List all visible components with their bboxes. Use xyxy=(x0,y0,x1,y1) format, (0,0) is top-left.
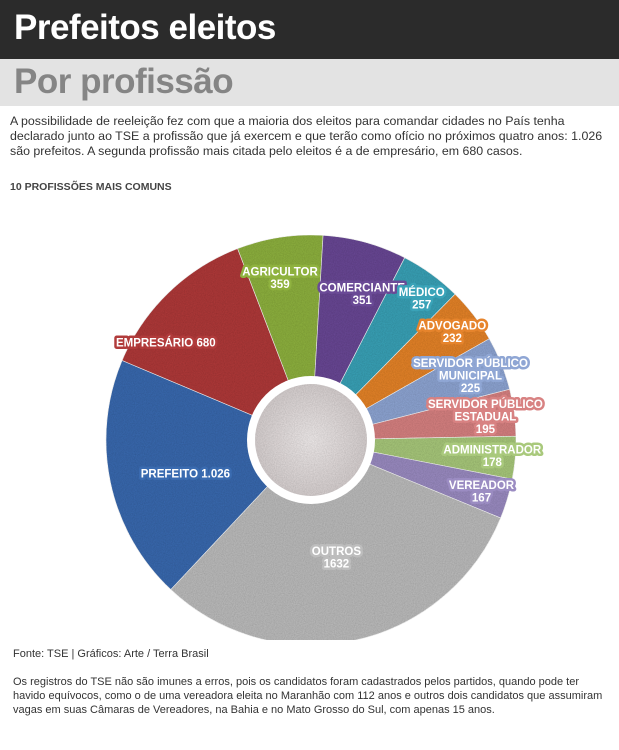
slice-label-servidor-publico-municipal: SERVIDOR PÚBLICO MUNICIPAL 225 xyxy=(413,357,528,395)
slice-label-halo-servidor-publico-estadual: SERVIDOR PÚBLICO ESTADUAL 195 xyxy=(428,398,543,436)
slice-label-halo-medico: MÉDICO 257 xyxy=(399,286,445,312)
intro-text: A possibilidade de reeleição fez com que… xyxy=(10,114,603,158)
slice-label-comerciante: COMERCIANTE 351 xyxy=(319,283,405,308)
footnote: Os registros do TSE não são imunes a err… xyxy=(13,676,603,716)
slice-label-advogado: ADVOGADO 232 xyxy=(418,321,486,346)
slice-label-empresario: EMPRESÁRIO 680 xyxy=(116,336,216,349)
center-hole xyxy=(255,384,367,496)
slice-label-halo-agricultor: AGRICULTOR 359 xyxy=(242,267,318,292)
source-credit: Fonte: TSE | Gráficos: Arte / Terra Bras… xyxy=(13,648,209,660)
slice-label-halo-advogado: ADVOGADO 232 xyxy=(418,321,486,346)
slice-label-servidor-publico-estadual: SERVIDOR PÚBLICO ESTADUAL 195 xyxy=(428,398,543,436)
chart-section-label: 10 PROFISSÕES MAIS COMUNS xyxy=(10,181,172,193)
pie-slice-prefeito xyxy=(105,360,312,590)
slice-label-halo-empresario: EMPRESÁRIO 680 xyxy=(116,336,216,349)
slice-label-prefeito: PREFEITO 1.026 xyxy=(141,469,230,481)
slice-label-agricultor: AGRICULTOR 359 xyxy=(242,267,318,292)
slice-label-halo-administrador: ADMINISTRADOR 178 xyxy=(443,445,541,470)
slice-label-medico: MÉDICO 257 xyxy=(399,286,445,312)
title-bar: Prefeitos eleitos xyxy=(0,0,619,59)
pie-slice-empresario xyxy=(121,248,312,441)
slice-label-vereador: VEREADOR 167 xyxy=(449,480,515,505)
slice-label-halo-comerciante: COMERCIANTE 351 xyxy=(319,283,405,308)
slice-label-outros: OUTROS 1632 xyxy=(312,546,362,571)
slice-label-halo-servidor-publico-municipal: SERVIDOR PÚBLICO MUNICIPAL 225 xyxy=(413,357,528,395)
pie-center xyxy=(247,376,375,504)
subtitle-bar: Por profissão xyxy=(0,59,619,106)
slice-label-halo-vereador: VEREADOR 167 xyxy=(449,480,515,505)
slice-label-halo-outros: OUTROS 1632 xyxy=(312,546,362,571)
page-subtitle: Por profissão xyxy=(14,62,234,101)
pie-slice-outros xyxy=(170,439,501,640)
slice-label-halo-prefeito: PREFEITO 1.026 xyxy=(141,469,230,481)
slice-label-administrador: ADMINISTRADOR 178 xyxy=(443,445,541,470)
page-title: Prefeitos eleitos xyxy=(14,8,276,47)
